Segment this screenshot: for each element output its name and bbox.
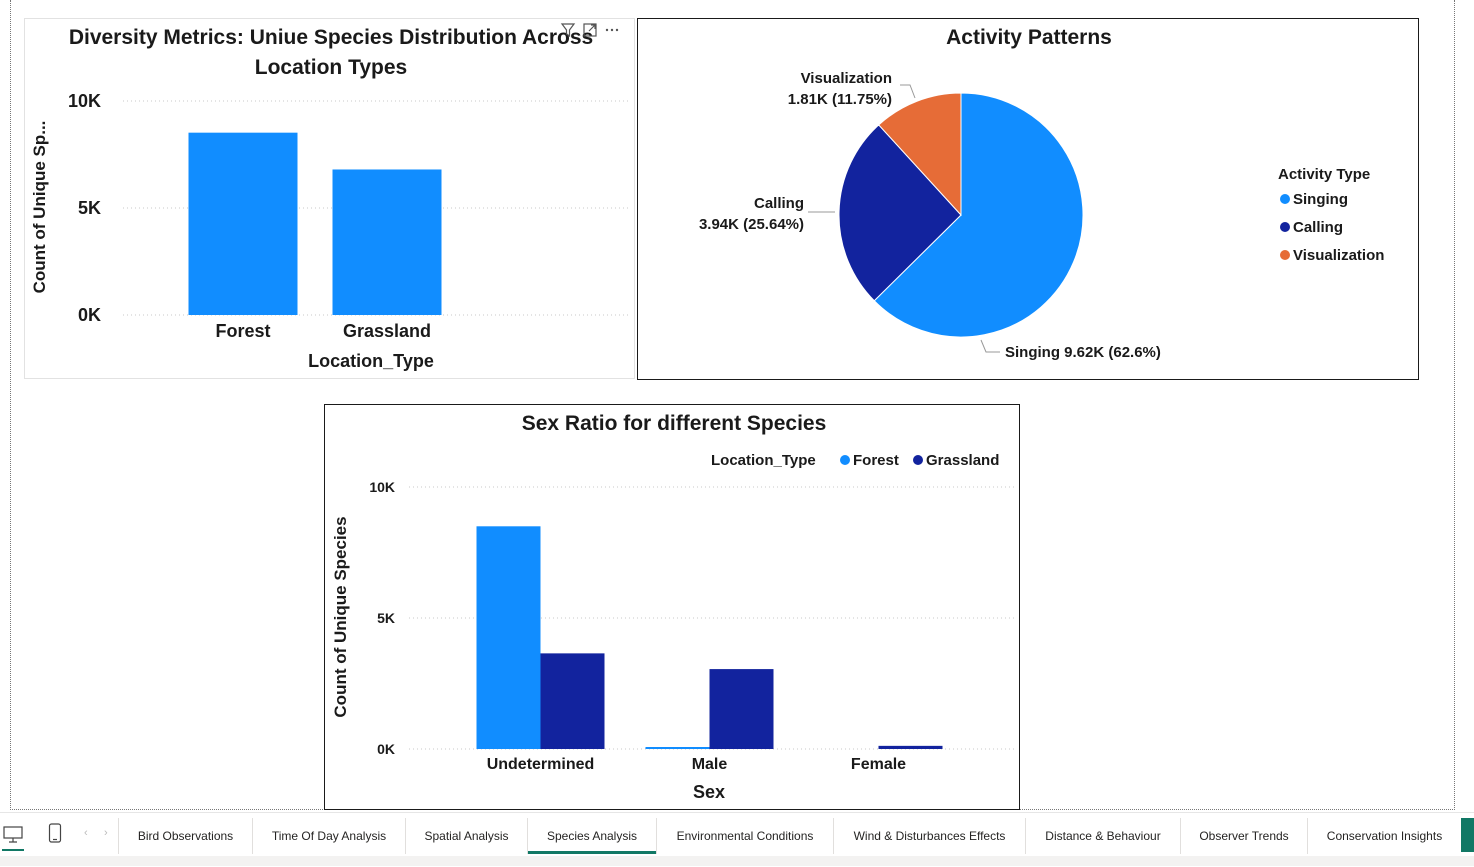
legend-item-visualization: Visualization xyxy=(1293,247,1384,264)
y-tick-label: 5K xyxy=(377,610,395,626)
sex-ratio-visual[interactable]: Sex Ratio for different Species Location_… xyxy=(324,404,1020,810)
chart-title: Activity Patterns xyxy=(946,26,1112,49)
next-page-arrow[interactable]: › xyxy=(104,827,108,839)
y-tick-label: 0K xyxy=(377,741,395,757)
tab-time-of-day-analysis[interactable]: Time Of Day Analysis xyxy=(252,818,405,854)
tab-spatial-analysis[interactable]: Spatial Analysis xyxy=(405,818,527,854)
page-tabs: ‹ › Bird Observations Time Of Day Analys… xyxy=(0,818,1474,854)
leader-line-singing xyxy=(980,339,1000,353)
legend-title: Activity Type xyxy=(1278,166,1370,183)
diversity-bar-chart: Diversity Metrics: Uniue Species Distrib… xyxy=(30,26,630,371)
x-axis-title: Location_Type xyxy=(308,351,434,371)
bar-undetermined-grassland xyxy=(540,653,605,749)
activity-patterns-visual[interactable]: Activity Patterns Singing 9.62K (62.6%) Ca… xyxy=(637,18,1419,380)
y-tick-label: 10K xyxy=(369,479,395,495)
legend-marker-grassland xyxy=(913,455,923,465)
data-label-singing: Singing 9.62K (62.6%) xyxy=(1005,344,1161,361)
pie-slice-calling xyxy=(838,124,962,302)
tab-bird-observations[interactable]: Bird Observations xyxy=(118,818,252,854)
bar-undetermined-forest xyxy=(476,526,541,749)
data-label-visualization-value: 1.81K (11.75%) xyxy=(788,91,892,108)
legend-marker-calling xyxy=(1280,222,1290,232)
data-label-calling-name: Calling xyxy=(754,195,804,212)
data-label-visualization-name: Visualization xyxy=(801,70,892,87)
data-label-calling-value: 3.94K (25.64%) xyxy=(699,216,804,233)
desktop-view-icon[interactable] xyxy=(3,826,23,849)
legend-marker-singing xyxy=(1280,194,1290,204)
scrollbar-accent xyxy=(1461,818,1474,852)
tab-distance-behaviour[interactable]: Distance & Behaviour xyxy=(1025,818,1180,854)
mobile-view-icon[interactable] xyxy=(48,823,62,848)
pie-slice-singing xyxy=(873,92,1084,338)
y-tick-label: 5K xyxy=(78,198,101,218)
status-bar xyxy=(0,856,1474,866)
tab-environmental-conditions[interactable]: Environmental Conditions xyxy=(656,818,833,854)
x-tick-label: Forest xyxy=(215,321,270,341)
tab-conservation-insights[interactable]: Conservation Insights xyxy=(1307,818,1461,854)
legend-item-grassland: Grassland xyxy=(926,452,999,469)
y-tick-label: 0K xyxy=(78,305,101,325)
y-tick-label: 10K xyxy=(68,91,101,111)
bar-female-grassland xyxy=(878,745,943,749)
more-options-icon[interactable] xyxy=(604,22,620,43)
bar-grassland xyxy=(332,169,442,315)
legend-item-calling: Calling xyxy=(1293,219,1343,236)
chart-title: Sex Ratio for different Species xyxy=(522,412,827,435)
focus-mode-icon[interactable] xyxy=(582,22,598,43)
view-controls: ‹ › xyxy=(0,818,118,854)
tab-species-analysis[interactable]: Species Analysis xyxy=(527,818,656,854)
bar-male-forest xyxy=(645,747,710,749)
x-tick-label: Female xyxy=(851,756,906,773)
activity-pie-chart: Activity Patterns Singing 9.62K (62.6%) Ca… xyxy=(699,26,1384,361)
sex-ratio-bar-chart: Sex Ratio for different Species Location_… xyxy=(331,412,1017,802)
filter-icon[interactable] xyxy=(560,22,576,43)
chart-title-line-1: Diversity Metrics: Uniue Species Distrib… xyxy=(69,26,593,49)
x-tick-label: Male xyxy=(692,756,728,773)
legend-title: Location_Type xyxy=(711,452,816,469)
desktop-view-active-indicator xyxy=(2,849,24,851)
tab-observer-trends[interactable]: Observer Trends xyxy=(1180,818,1307,854)
visual-header-toolbar xyxy=(560,22,620,42)
bar-male-grassland xyxy=(709,669,774,749)
bar-forest xyxy=(188,132,298,315)
x-axis-title: Sex xyxy=(693,782,725,802)
pie-slice-visualization xyxy=(878,92,962,217)
diversity-metrics-visual[interactable]: Diversity Metrics: Uniue Species Distrib… xyxy=(24,18,635,379)
leader-line-visualization xyxy=(900,84,916,99)
y-axis-title: Count of Unique Sp... xyxy=(30,121,49,294)
legend-marker-visualization xyxy=(1280,250,1290,260)
y-axis-title: Count of Unique Species xyxy=(331,516,350,717)
x-tick-label: Grassland xyxy=(343,321,431,341)
previous-page-arrow[interactable]: ‹ xyxy=(84,827,88,839)
legend-item-forest: Forest xyxy=(853,452,899,469)
tab-wind-disturbances-effects[interactable]: Wind & Disturbances Effects xyxy=(833,818,1025,854)
legend-item-singing: Singing xyxy=(1293,191,1348,208)
legend-marker-forest xyxy=(840,455,850,465)
chart-title-line-2: Location Types xyxy=(255,56,407,79)
x-tick-label: Undetermined xyxy=(487,756,595,773)
